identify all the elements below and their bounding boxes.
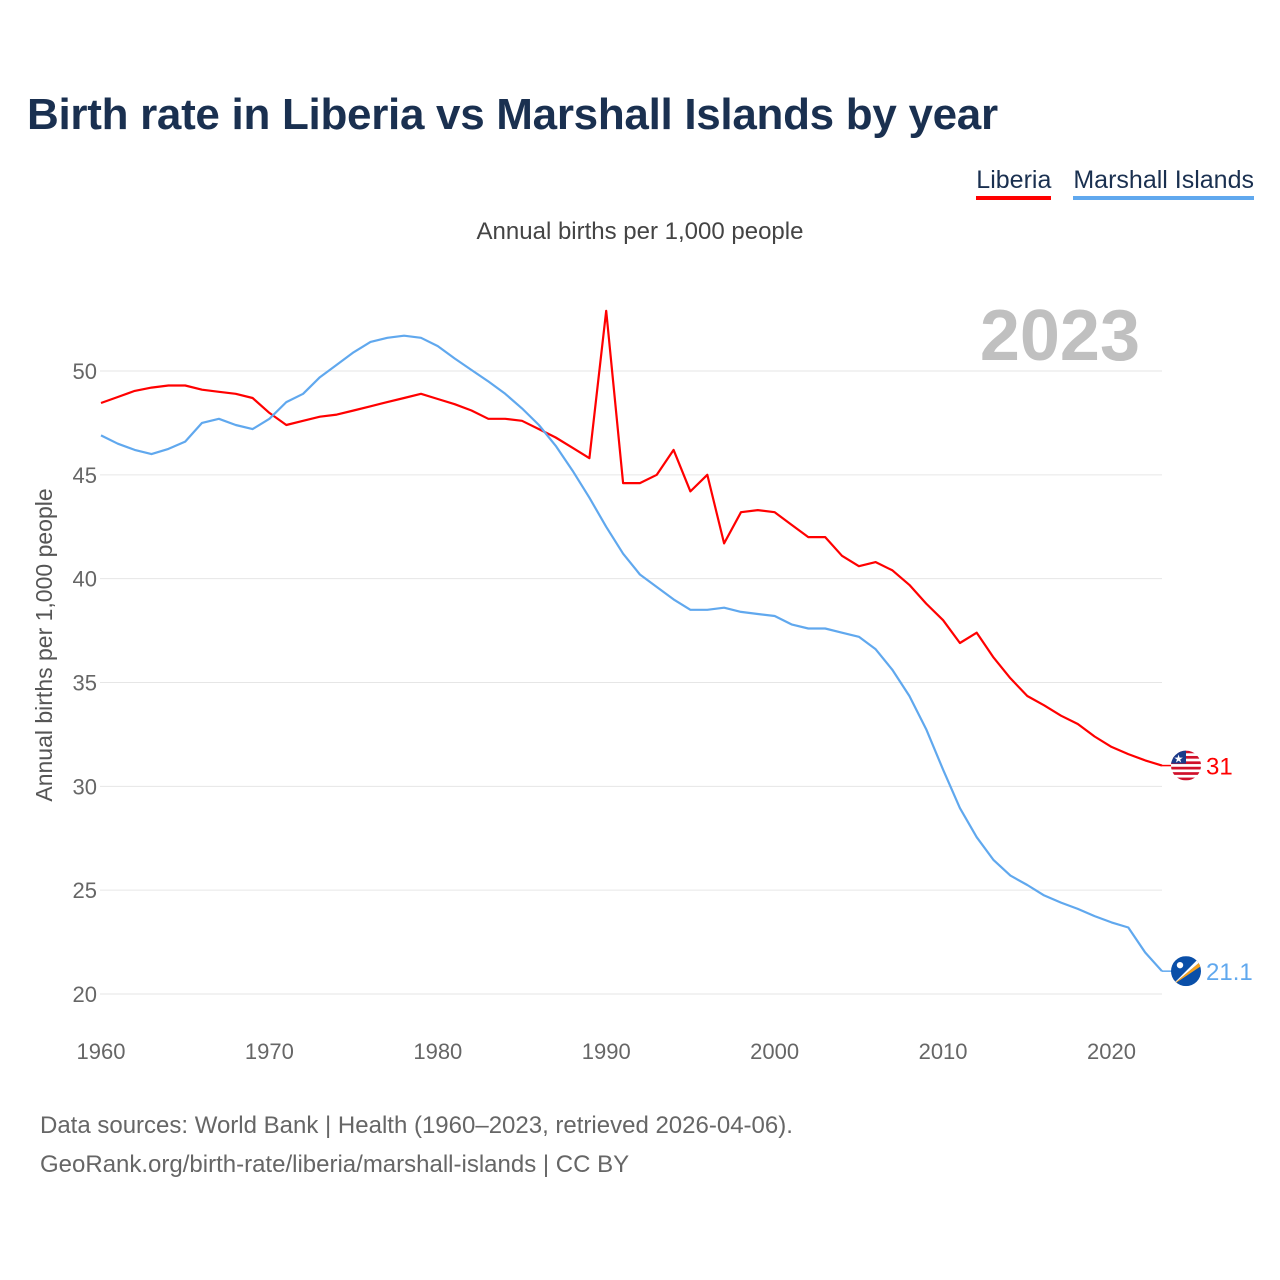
year-label: 2023: [980, 296, 1140, 376]
series-line-liberia: [100, 309, 1163, 767]
y-tick-label: 20: [73, 982, 97, 1007]
footer: Data sources: World Bank | Health (1960–…: [40, 1106, 793, 1184]
legend-item-liberia[interactable]: Liberia: [976, 166, 1052, 200]
y-tick-label: 30: [73, 774, 97, 799]
x-tick-label: 2020: [1087, 1039, 1136, 1064]
legend: Liberia Marshall Islands: [976, 166, 1254, 200]
source-link[interactable]: GeoRank.org/birth-rate/liberia/marshall-…: [40, 1151, 630, 1178]
liberia-flag-icon: ★: [1171, 750, 1201, 781]
y-tick-label: 35: [73, 671, 97, 696]
chart-title: Birth rate in Liberia vs Marshall Island…: [27, 90, 998, 139]
svg-text:★: ★: [1174, 754, 1184, 766]
y-tick-label: 25: [73, 878, 97, 903]
x-tick-label: 1980: [413, 1039, 462, 1064]
marshall-islands-flag-icon: [1171, 956, 1201, 987]
legend-item-marshall-islands[interactable]: Marshall Islands: [1073, 166, 1254, 200]
y-tick-label: 40: [73, 567, 97, 592]
series-line-marshall-islands: [100, 334, 1163, 972]
x-tick-label: 2000: [750, 1039, 799, 1064]
y-axis-label: Annual births per 1,000 people: [31, 488, 57, 801]
y-tick-label: 50: [73, 359, 97, 384]
y-tick-label: 45: [73, 463, 97, 488]
x-tick-label: 1970: [245, 1039, 294, 1064]
end-value-label: 31: [1206, 754, 1233, 781]
x-tick-label: 1960: [77, 1039, 126, 1064]
chart-subtitle: Annual births per 1,000 people: [476, 218, 804, 245]
x-tick-label: 2010: [919, 1039, 968, 1064]
x-tick-label: 1990: [582, 1039, 631, 1064]
end-value-label: 21.1: [1206, 959, 1253, 986]
data-source: Data sources: World Bank | Health (1960–…: [40, 1112, 793, 1139]
